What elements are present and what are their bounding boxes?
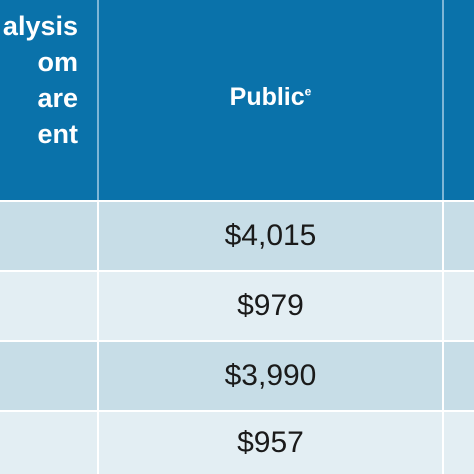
column-divider [97, 0, 99, 200]
public-header-footnote: e [304, 84, 312, 99]
column-divider [442, 0, 444, 200]
public-column-header: Publice [99, 82, 442, 112]
column-divider [97, 202, 99, 270]
left-header-line: alysis [2, 11, 78, 41]
left-header-line: ent [37, 119, 79, 149]
column-divider [442, 342, 444, 410]
left-column-header: alysis om are ent [3, 8, 78, 152]
public-cell: $4,015 [224, 219, 317, 252]
public-cell: $979 [237, 289, 304, 322]
table-row: $979 [0, 270, 474, 340]
left-header-line: om [37, 47, 79, 77]
left-header-line: are [37, 83, 78, 113]
public-cell: $3,990 [224, 359, 317, 392]
table-row: $957 [0, 410, 474, 474]
column-divider [97, 342, 99, 410]
column-divider [442, 272, 444, 340]
column-divider [97, 412, 99, 474]
table-row: $3,990 [0, 340, 474, 410]
column-divider [442, 412, 444, 474]
public-header-label: Public [229, 83, 305, 111]
column-divider [97, 272, 99, 340]
column-divider [442, 202, 444, 270]
public-cell: $957 [237, 426, 304, 459]
table-header-row: alysis om are ent Publice [0, 0, 474, 200]
table-row: $4,015 [0, 200, 474, 270]
